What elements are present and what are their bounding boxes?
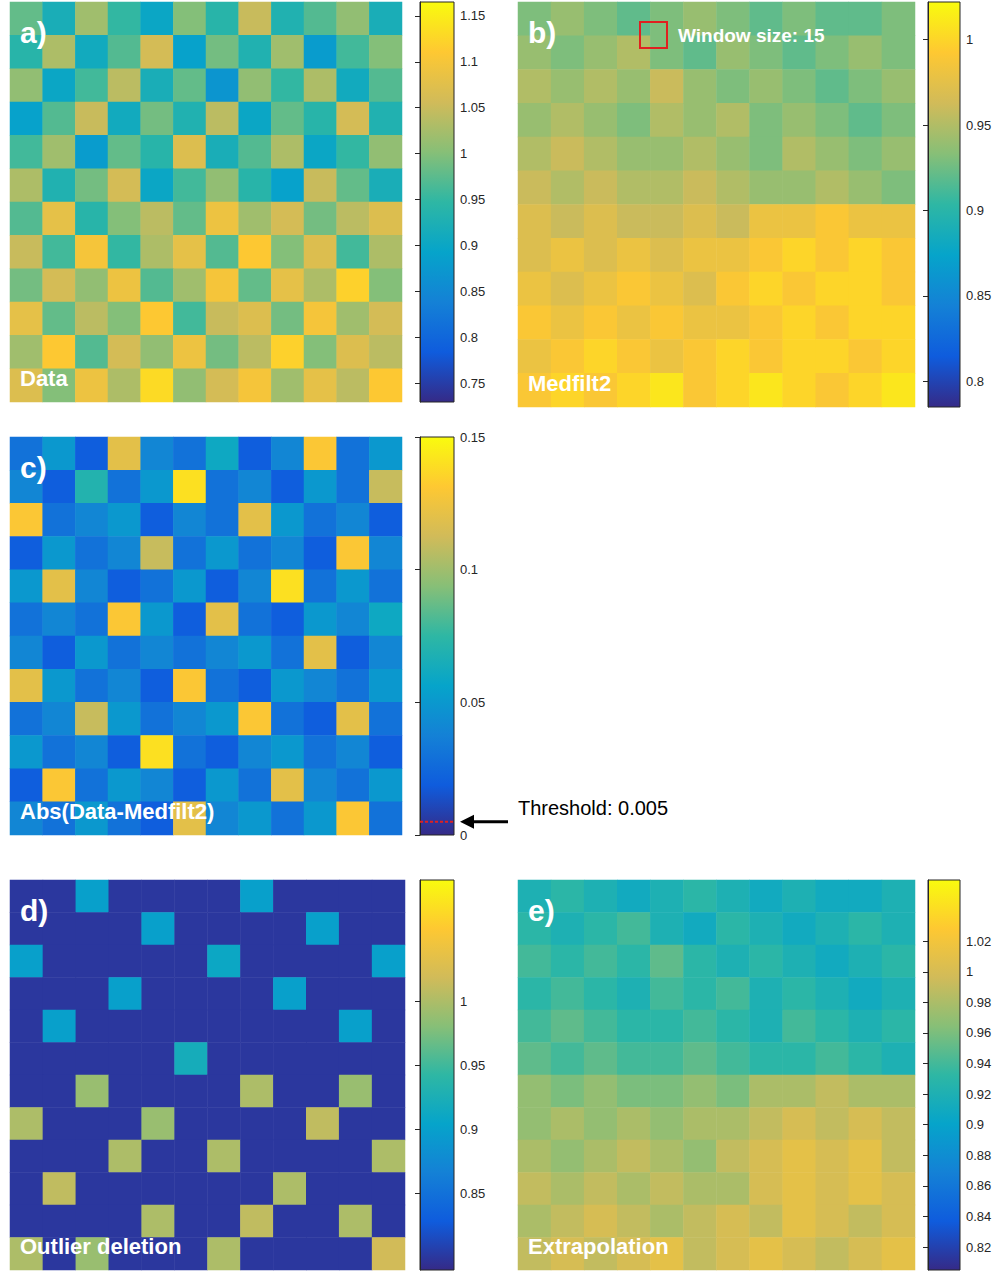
svg-text:b): b) <box>528 16 556 49</box>
svg-text:1: 1 <box>460 146 467 161</box>
svg-text:0.75: 0.75 <box>460 376 485 391</box>
svg-text:0.86: 0.86 <box>966 1178 991 1193</box>
svg-text:0.9: 0.9 <box>966 1117 984 1132</box>
svg-text:1.15: 1.15 <box>460 8 485 23</box>
svg-text:Medfilt2: Medfilt2 <box>528 371 611 396</box>
svg-text:0.15: 0.15 <box>460 430 485 445</box>
svg-text:0.85: 0.85 <box>460 1186 485 1201</box>
svg-text:Outlier deletion: Outlier deletion <box>20 1234 181 1259</box>
svg-text:0.96: 0.96 <box>966 1025 991 1040</box>
svg-text:Window size: 15: Window size: 15 <box>678 25 825 46</box>
svg-text:e): e) <box>528 894 555 927</box>
svg-text:1: 1 <box>460 994 467 1009</box>
svg-text:1: 1 <box>966 32 973 47</box>
svg-text:1.05: 1.05 <box>460 100 485 115</box>
svg-text:Abs(Data-Medfilt2): Abs(Data-Medfilt2) <box>20 799 214 824</box>
svg-text:0.05: 0.05 <box>460 695 485 710</box>
svg-text:0.9: 0.9 <box>460 238 478 253</box>
svg-text:a): a) <box>20 16 47 49</box>
svg-text:0.9: 0.9 <box>966 203 984 218</box>
svg-text:0.88: 0.88 <box>966 1148 991 1163</box>
svg-text:0: 0 <box>460 828 467 843</box>
svg-text:0.8: 0.8 <box>460 330 478 345</box>
svg-text:d): d) <box>20 894 48 927</box>
svg-text:0.95: 0.95 <box>460 192 485 207</box>
svg-text:0.98: 0.98 <box>966 995 991 1010</box>
svg-text:1.1: 1.1 <box>460 54 478 69</box>
svg-text:Threshold: 0.005: Threshold: 0.005 <box>518 797 668 819</box>
svg-text:0.1: 0.1 <box>460 562 478 577</box>
svg-text:0.82: 0.82 <box>966 1240 991 1255</box>
svg-text:Data: Data <box>20 366 68 391</box>
svg-text:0.85: 0.85 <box>460 284 485 299</box>
svg-text:Extrapolation: Extrapolation <box>528 1234 669 1259</box>
svg-text:1.02: 1.02 <box>966 934 991 949</box>
svg-text:0.84: 0.84 <box>966 1209 991 1224</box>
svg-text:1: 1 <box>966 964 973 979</box>
svg-text:c): c) <box>20 451 47 484</box>
svg-text:0.94: 0.94 <box>966 1056 991 1071</box>
svg-text:0.8: 0.8 <box>966 374 984 389</box>
svg-text:0.92: 0.92 <box>966 1087 991 1102</box>
svg-text:0.95: 0.95 <box>460 1058 485 1073</box>
svg-text:0.85: 0.85 <box>966 288 991 303</box>
svg-text:0.95: 0.95 <box>966 118 991 133</box>
svg-text:0.9: 0.9 <box>460 1122 478 1137</box>
